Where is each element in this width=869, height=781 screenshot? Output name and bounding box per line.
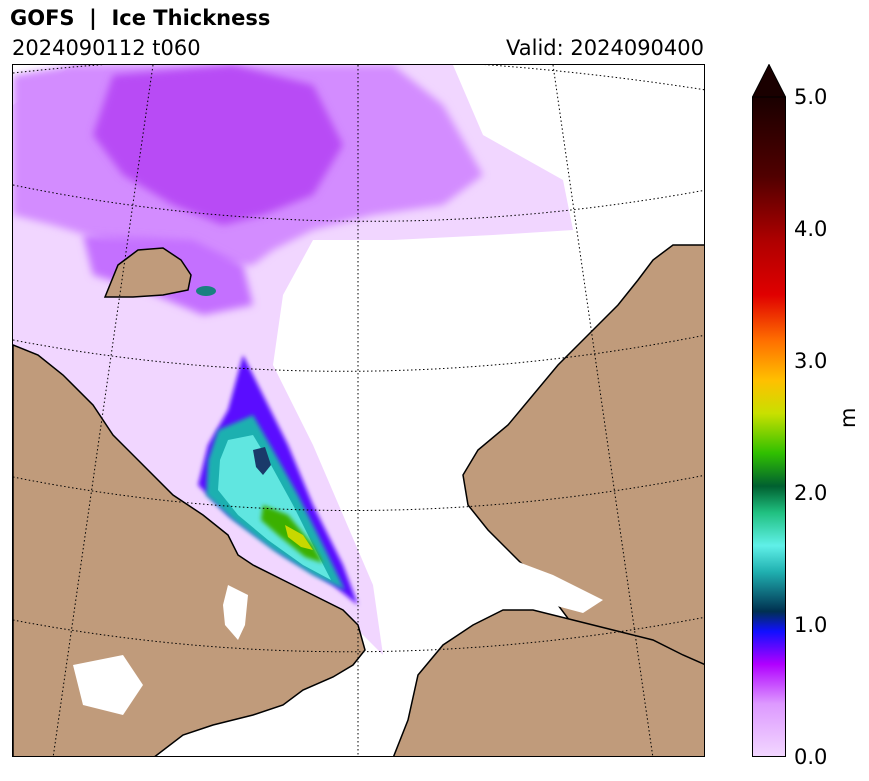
land-siberia xyxy=(13,344,366,756)
ice-teal-spot xyxy=(196,286,216,296)
ice-dark-core xyxy=(253,447,271,475)
valid-time-label: Valid: 2024090400 xyxy=(506,36,704,60)
colorbar-extend-arrow xyxy=(752,64,786,97)
lon-line-1 xyxy=(52,65,154,756)
lon-line-3 xyxy=(552,65,654,756)
graticule xyxy=(13,65,704,756)
colorbar-tick: 2.0 xyxy=(794,481,828,505)
ice-thickness-map xyxy=(12,64,705,757)
colorbar-gradient xyxy=(752,96,786,757)
lat-line-4 xyxy=(13,474,704,511)
sea-ice-field xyxy=(13,65,573,655)
colorbar-tick: 3.0 xyxy=(794,349,828,373)
land-masses xyxy=(13,244,704,756)
bays xyxy=(73,560,603,715)
map-title: GOFS | Ice Thickness xyxy=(10,6,271,30)
colorbar-unit-label: m xyxy=(836,407,860,428)
bay-kotzebue xyxy=(483,560,603,613)
land-alaska-south xyxy=(392,609,704,756)
bay-siberian xyxy=(223,585,248,640)
ice-yellow-core xyxy=(285,525,313,550)
colorbar-tick: 1.0 xyxy=(794,613,828,637)
land-wrangel-island xyxy=(103,247,192,298)
colorbar-tick: 4.0 xyxy=(794,217,828,241)
init-time-label: 2024090112 t060 xyxy=(12,36,201,60)
bay-lower xyxy=(73,655,143,715)
lat-line-5 xyxy=(13,616,704,653)
lat-line-2 xyxy=(13,184,704,222)
map-canvas xyxy=(13,65,704,756)
colorbar xyxy=(752,64,786,757)
colorbar-tick: 5.0 xyxy=(794,85,828,109)
colorbar-outline xyxy=(752,64,786,757)
colorbar-tick: 0.0 xyxy=(794,745,828,769)
lat-line-3 xyxy=(13,334,704,372)
ice-violet-patch xyxy=(93,65,343,225)
